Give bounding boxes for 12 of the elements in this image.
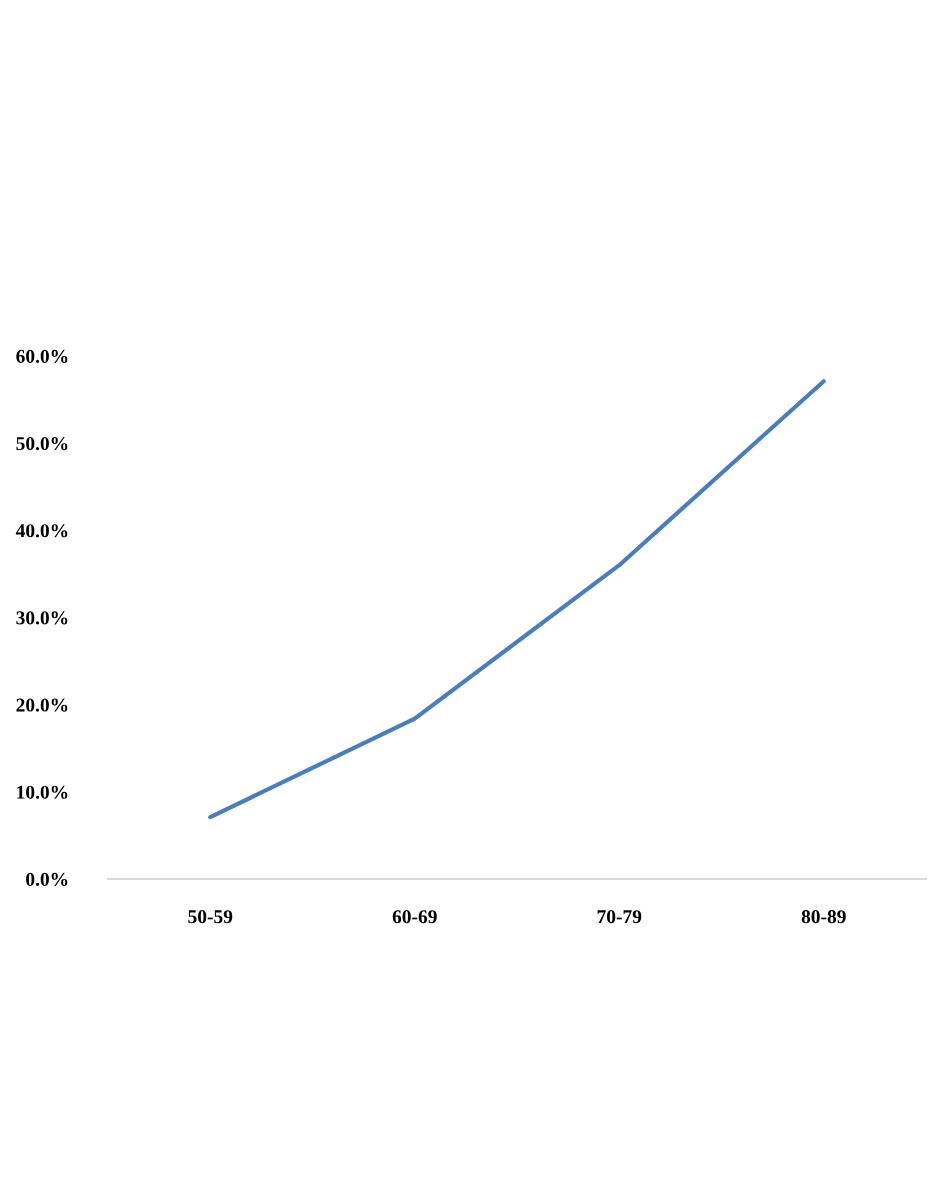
x-tick-label: 50-59 — [188, 910, 233, 924]
y-tick-label: 40.0% — [15, 524, 68, 538]
y-tick-label: 60.0% — [16, 349, 68, 364]
y-tick-label: 30.0% — [16, 611, 68, 625]
y-tick-label: 10.0% — [17, 785, 68, 799]
y-tick-label: 0.0% — [26, 872, 68, 887]
x-tick-label: 80-89 — [801, 910, 846, 924]
y-tick-label: 50.0% — [16, 436, 68, 451]
y-tick-label: 20.0% — [16, 698, 68, 712]
x-tick-label: 70-79 — [597, 910, 642, 924]
x-tick-label: 60-69 — [392, 910, 437, 924]
line-series — [208, 379, 826, 820]
